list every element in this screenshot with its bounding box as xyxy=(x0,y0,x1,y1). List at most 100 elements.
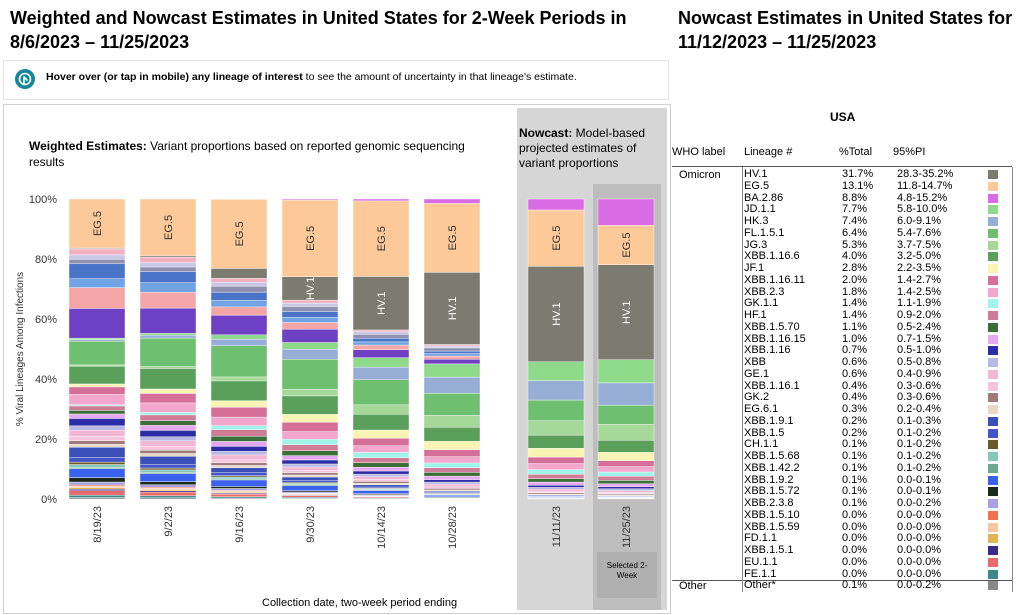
table-row[interactable]: XBB.1.16 0.7% 0.5-1.0% xyxy=(672,345,1012,357)
bar-segment xyxy=(352,414,410,431)
bar-segment xyxy=(352,490,410,494)
bar-segment xyxy=(423,495,481,498)
table-row[interactable]: XBB.1.42.2 0.1% 0.1-0.2% xyxy=(672,462,1012,475)
x-tick-label: 10/14/23 xyxy=(376,506,388,549)
lineage-total: 2.0% xyxy=(842,273,868,286)
table-row[interactable]: XBB.1.5.68 0.1% 0.1-0.2% xyxy=(672,450,1012,463)
bar-segment xyxy=(281,476,339,481)
table-row[interactable]: HK.3 7.4% 6.0-9.1% xyxy=(672,215,1012,228)
bar-segment xyxy=(139,337,197,367)
bar-segment xyxy=(527,463,585,470)
lineage-total: 0.1% xyxy=(842,485,868,498)
lineage-color-swatch xyxy=(988,381,998,391)
table-row[interactable]: GE.1 0.6% 0.4-0.9% xyxy=(672,368,1012,381)
table-row[interactable]: Other* 0.1% 0.0-0.2% xyxy=(672,580,1012,592)
table-row[interactable]: XBB 0.6% 0.5-0.8% xyxy=(672,356,1012,369)
bar-segment xyxy=(423,353,481,357)
lineage-name: HF.1 xyxy=(744,309,767,321)
bar-segment xyxy=(210,435,268,442)
table-row[interactable]: XBB.1.5 0.2% 0.1-0.2% xyxy=(672,427,1012,440)
bar-segment xyxy=(281,328,339,343)
table-row[interactable]: XBB.1.16.15 1.0% 0.7-1.5% xyxy=(672,333,1012,346)
bar-segment xyxy=(352,473,410,477)
table-row[interactable]: JF.1 2.8% 2.2-3.5% xyxy=(672,262,1012,275)
table-row[interactable]: JD.1.1 7.7% 5.8-10.0% xyxy=(672,204,1012,216)
lineage-pi: 0.1-0.3% xyxy=(897,414,942,427)
bar-segment xyxy=(423,272,481,345)
table-row[interactable]: GK.2 0.4% 0.3-0.6% xyxy=(672,392,1012,404)
bar-segment xyxy=(68,436,126,441)
bar-label: EG.5 xyxy=(305,226,317,251)
lineage-total: 0.0% xyxy=(842,555,868,568)
table-row[interactable]: EG.6.1 0.3% 0.2-0.4% xyxy=(672,403,1012,416)
bar-segment xyxy=(423,203,481,273)
table-row[interactable]: XBB.1.9.2 0.1% 0.0-0.1% xyxy=(672,474,1012,487)
bar-segment xyxy=(281,311,339,318)
lineage-pi: 1.4-2.5% xyxy=(897,285,942,298)
table-row[interactable]: XBB.1.16.11 2.0% 1.4-2.7% xyxy=(672,273,1012,287)
table-row[interactable]: JG.3 5.3% 3.7-7.5% xyxy=(672,239,1012,252)
table-row[interactable]: XBB.1.5.70 1.1% 0.5-2.4% xyxy=(672,321,1012,334)
lineage-name: XBB.1.5.1 xyxy=(744,544,794,556)
bar-segment xyxy=(210,467,268,473)
table-row[interactable]: BA.2.86 8.8% 4.8-15.2% xyxy=(672,192,1012,205)
bar-segment xyxy=(139,282,197,293)
lineage-color-swatch xyxy=(988,358,998,367)
bar-segment xyxy=(68,383,126,388)
table-row[interactable]: XBB.1.5.59 0.0% 0.0-0.0% xyxy=(672,520,1012,534)
table-row[interactable]: XBB.1.16.1 0.4% 0.3-0.6% xyxy=(672,380,1012,393)
bar-segment xyxy=(352,404,410,415)
lineage-total: 0.6% xyxy=(842,356,868,368)
bar-segment xyxy=(281,302,339,307)
table-row[interactable]: CH.1.1 0.1% 0.1-0.2% xyxy=(672,439,1012,451)
bar-segment xyxy=(352,331,410,335)
lineage-name: XBB.1.5.59 xyxy=(744,520,800,533)
bar-segment xyxy=(597,471,655,477)
bar-segment xyxy=(139,414,197,421)
bar-segment xyxy=(281,358,339,390)
bar-segment xyxy=(423,358,481,365)
lineage-total: 0.0% xyxy=(842,508,868,521)
y-tick-label: 100% xyxy=(29,194,57,206)
bar-segment xyxy=(210,300,268,308)
bar-segment xyxy=(139,425,197,431)
bar-segment xyxy=(139,446,197,451)
y-tick-label: 60% xyxy=(35,314,57,326)
bar-segment xyxy=(210,476,268,480)
lineage-color-swatch xyxy=(988,534,998,544)
bar-segment xyxy=(210,454,268,461)
bar-segment xyxy=(527,266,585,363)
column-divider xyxy=(742,167,743,592)
table-row[interactable]: FD.1.1 0.0% 0.0-0.0% xyxy=(672,533,1012,545)
lineage-pi: 0.0-0.0% xyxy=(897,544,942,556)
table-row[interactable]: FE.1.1 0.0% 0.0-0.0% xyxy=(672,568,1012,581)
lineage-total: 1.8% xyxy=(842,285,868,298)
table-row[interactable]: XBB.2.3.8 0.1% 0.0-0.2% xyxy=(672,497,1012,510)
table-row[interactable]: EU.1.1 0.0% 0.0-0.0% xyxy=(672,555,1012,569)
x-tick-label: 8/19/23 xyxy=(92,506,104,543)
bar-segment xyxy=(68,386,126,395)
lineage-color-swatch xyxy=(988,557,998,567)
table-row[interactable]: FL.1.5.1 6.4% 5.4-7.6% xyxy=(672,227,1012,240)
bar-label: EG.5 xyxy=(92,211,104,236)
bar-segment xyxy=(139,491,197,497)
bar-segment xyxy=(139,469,197,473)
nowcast-table-title: Nowcast Estimates in United States for 1… xyxy=(678,8,1013,52)
table-row[interactable]: GK.1.1 1.4% 1.1-1.9% xyxy=(672,298,1012,310)
table-row[interactable]: HV.1 31.7% 28.3-35.2% xyxy=(672,168,1012,181)
table-row[interactable]: XBB.1.9.1 0.2% 0.1-0.3% xyxy=(672,414,1012,428)
table-row[interactable]: XBB.1.16.6 4.0% 3.2-5.0% xyxy=(672,251,1012,263)
bar-segment xyxy=(210,345,268,378)
lineage-color-swatch xyxy=(988,369,998,379)
bar-segment xyxy=(68,198,126,249)
table-row[interactable]: XBB.1.5.10 0.0% 0.0-0.0% xyxy=(672,508,1012,522)
table-row[interactable]: XBB.1.5.1 0.0% 0.0-0.0% xyxy=(672,544,1012,557)
lineage-total: 0.0% xyxy=(842,520,868,533)
table-row[interactable]: HF.1 1.4% 0.9-2.0% xyxy=(672,309,1012,322)
lineage-name: HV.1 xyxy=(744,168,768,180)
bar-segment xyxy=(68,410,126,415)
table-row[interactable]: EG.5 13.1% 11.8-14.7% xyxy=(672,180,1012,193)
table-row[interactable]: XBB.2.3 1.8% 1.4-2.5% xyxy=(672,285,1012,299)
table-row[interactable]: XBB.1.5.72 0.1% 0.0-0.1% xyxy=(672,486,1012,498)
bar-segment xyxy=(352,462,410,468)
